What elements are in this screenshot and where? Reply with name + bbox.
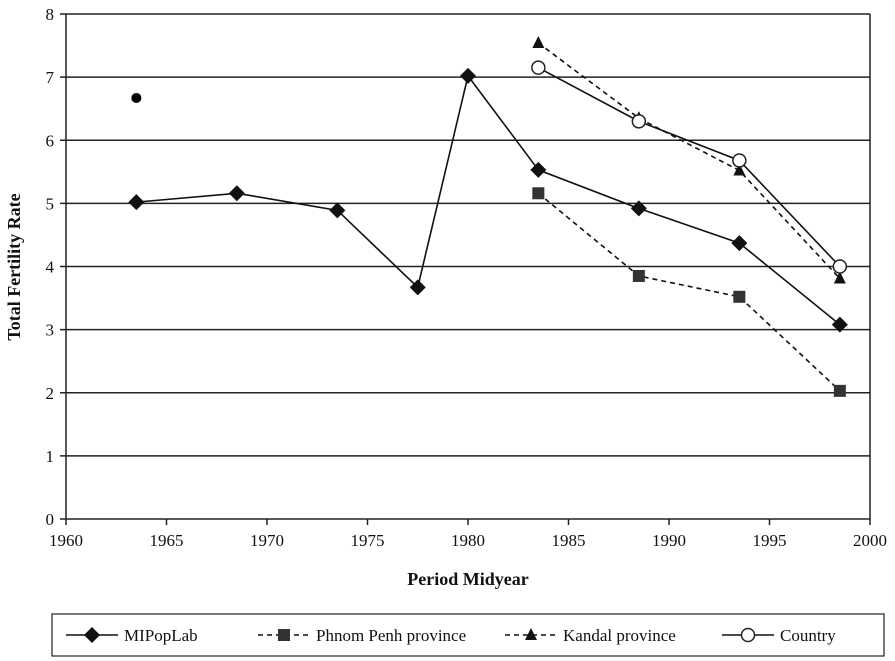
legend-label-country: Country: [780, 626, 836, 645]
x-tick-label: 1965: [150, 531, 184, 550]
y-tick-label: 0: [46, 510, 55, 529]
legend-marker-phnom-penh-province: [278, 629, 290, 641]
point-country: [832, 259, 848, 274]
x-tick-label: 2000: [853, 531, 887, 550]
legend: MIPopLab Phnom Penh province Kandal provin…: [51, 613, 885, 657]
point-mipoplab: [128, 194, 145, 211]
y-tick-label: 8: [46, 5, 55, 24]
y-tick-label: 3: [46, 321, 55, 340]
series-phnom-penh-province: [537, 192, 841, 392]
legend-label-phnom-penh-province: Phnom Penh province: [316, 626, 466, 645]
markers-phnom-penh-province: [532, 187, 846, 397]
y-tick-label: 1: [46, 447, 55, 466]
x-tick-label: 1985: [552, 531, 586, 550]
point-country: [531, 60, 546, 75]
line-phnom-penh-province: [537, 192, 841, 392]
point-country: [732, 153, 747, 168]
point-mipoplab: [831, 316, 848, 333]
y-tick-label: 4: [46, 258, 55, 277]
legend-label-kandal-province: Kandal province: [563, 626, 676, 645]
legend-marker-mipoplab: [84, 627, 100, 643]
legend-label-mipoplab: MIPopLab: [124, 626, 198, 645]
series-country: [537, 66, 841, 268]
point-mipoplab: [228, 185, 245, 202]
legend-marker-kandal-province: [525, 628, 537, 640]
point-kandal-province: [733, 163, 746, 176]
x-tick-label: 1970: [250, 531, 284, 550]
point-mipoplab: [329, 202, 346, 219]
line-country: [537, 66, 841, 268]
point-phnom-penh-province: [733, 290, 746, 303]
y-tick-label: 7: [46, 68, 55, 87]
y-tick-label: 5: [46, 194, 55, 213]
y-tick-label: 6: [46, 131, 55, 150]
markers-country: [531, 60, 848, 274]
point-phnom-penh-province: [833, 384, 846, 397]
point-kandal-province: [833, 271, 846, 284]
series-kandal-province: [537, 42, 841, 280]
x-tick-label: 1975: [351, 531, 385, 550]
x-axis-title: Period Midyear: [407, 569, 528, 589]
x-tick-label: 1995: [753, 531, 787, 550]
point-phnom-penh-province: [632, 269, 645, 282]
point-mipoplab: [630, 200, 647, 217]
x-tick-label: 1960: [49, 531, 83, 550]
grid: [60, 13, 870, 520]
point-isolated: [131, 92, 142, 103]
series-layer: [128, 36, 848, 397]
point-mipoplab: [409, 279, 426, 296]
axes: 0 1 2 3 4 5 6 7 8 1960 1965 1970 1975 1980 1985 1990 199…: [46, 5, 888, 550]
y-axis-title: Total Fertility Rate: [4, 193, 24, 340]
point-mipoplab: [731, 235, 748, 252]
x-tick-label: 1990: [652, 531, 686, 550]
line-mipoplab: [136, 74, 841, 326]
markers-kandal-province: [532, 36, 846, 284]
y-tick-label: 2: [46, 384, 55, 403]
point-mipoplab: [530, 161, 547, 178]
point-mipoplab: [460, 67, 476, 84]
point-phnom-penh-province: [532, 187, 545, 200]
markers-mipoplab: [128, 67, 848, 333]
point-country: [631, 114, 647, 129]
line-kandal-province: [537, 42, 841, 280]
series-mipoplab: [136, 74, 841, 326]
x-tick-label: 1980: [451, 531, 485, 550]
legend-marker-country: [740, 627, 756, 643]
point-kandal-province: [532, 36, 545, 49]
